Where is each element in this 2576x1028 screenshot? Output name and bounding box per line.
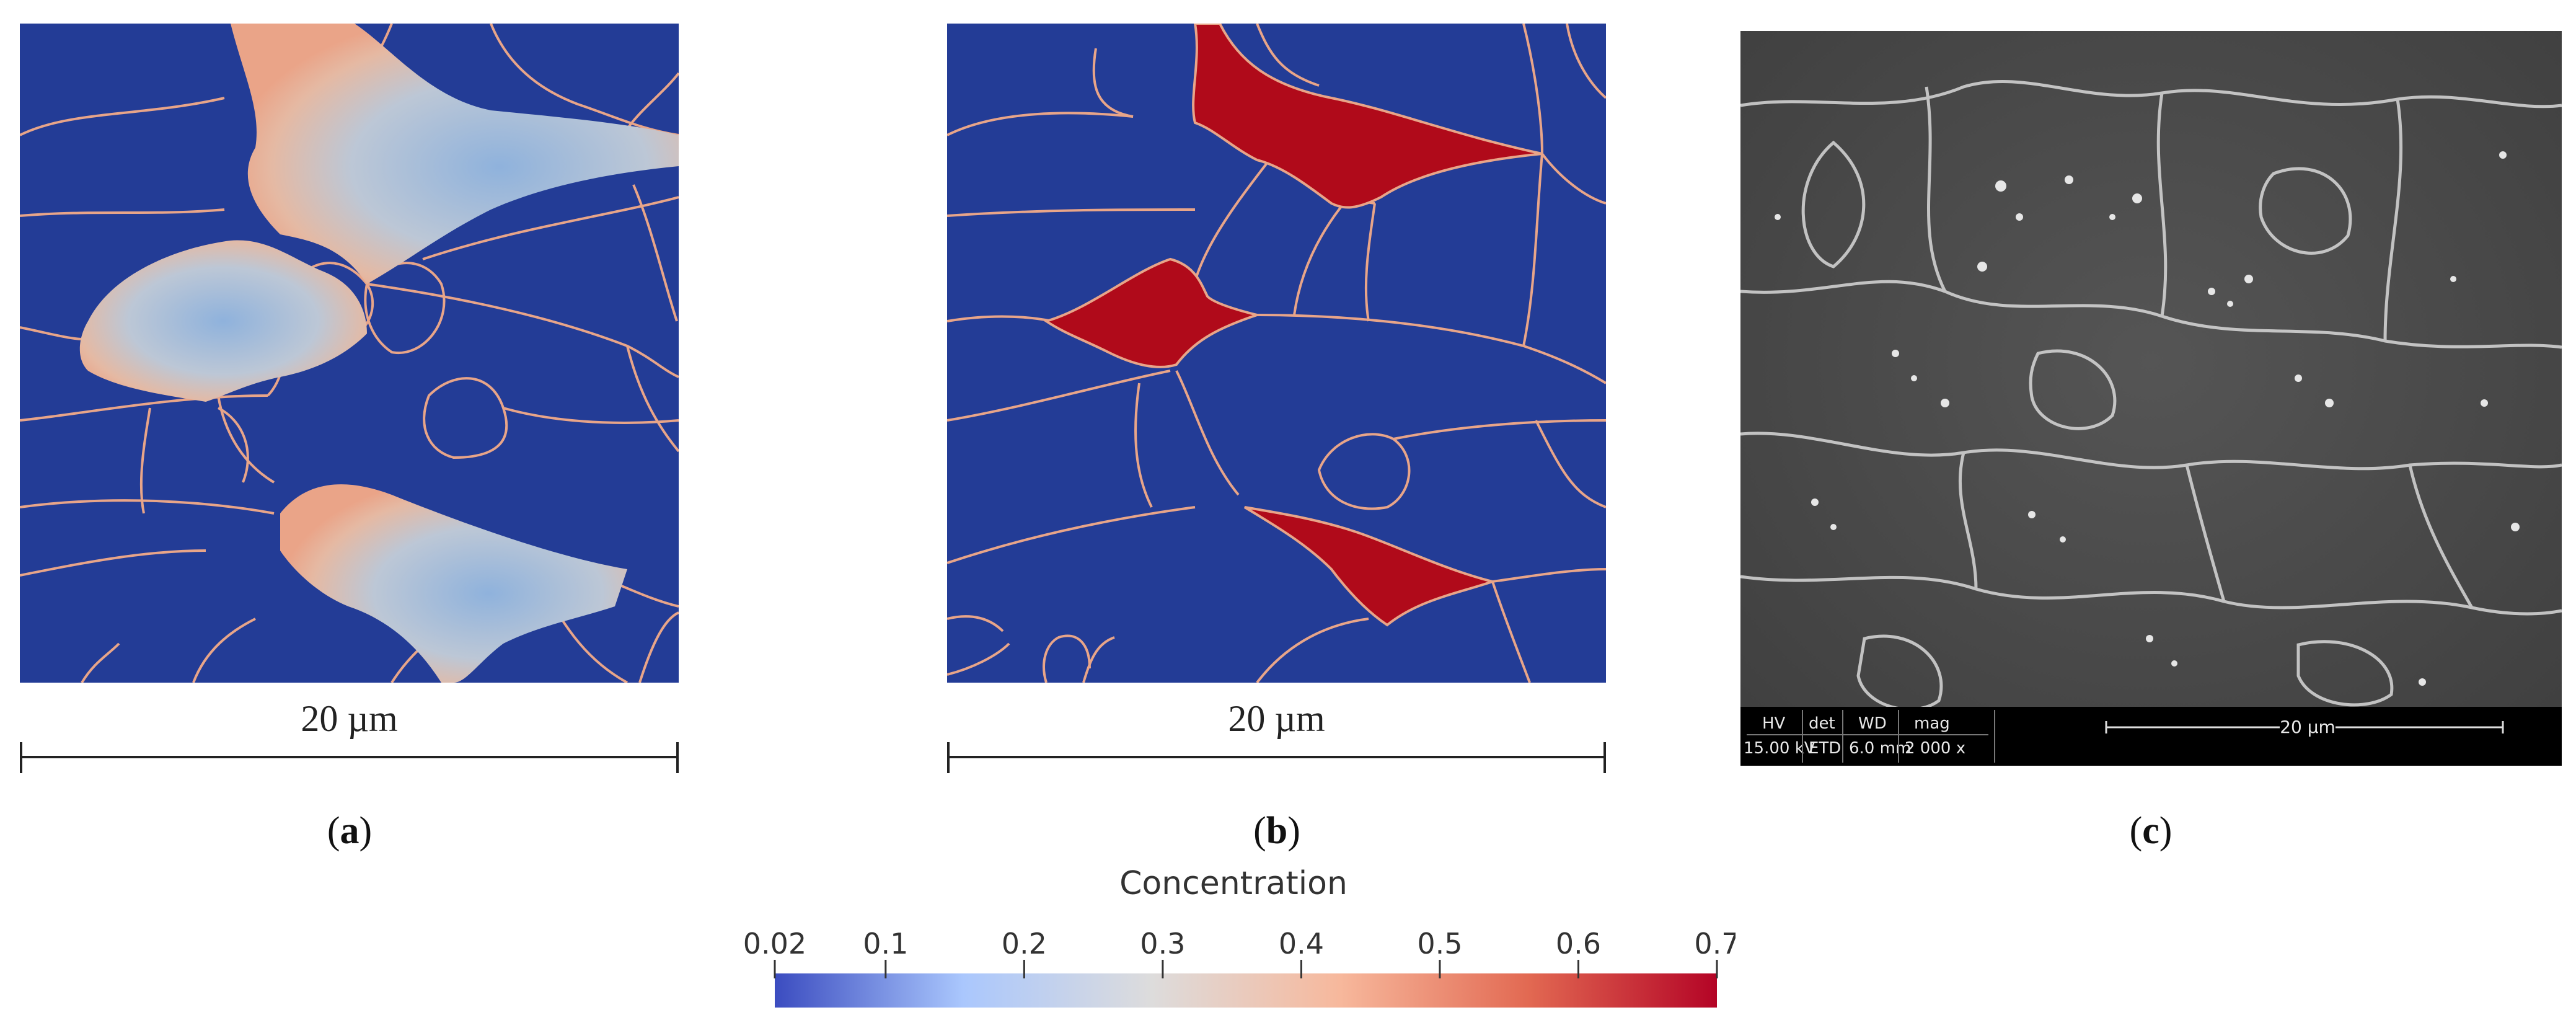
sem-value-wd: 6.0 mm xyxy=(1849,739,1911,758)
colorbar-tick-label: 0.2 xyxy=(1002,927,1047,960)
sem-header-wd: WD xyxy=(1858,714,1887,733)
sem-info-columns: HV det WD mag 15.00 kV ETD 6.0 mm 2 000 … xyxy=(1744,710,2504,763)
colorbar-tick-label: 0.02 xyxy=(743,927,806,960)
microstructure-map-a xyxy=(19,23,680,684)
grain-boundaries-b xyxy=(946,23,1607,684)
panel-label-c: (c) xyxy=(2129,810,2172,852)
colorbar-graphic: 0.02 0.1 0.2 0.3 0.4 0.5 0.6 0.7 xyxy=(743,927,1740,1008)
colorbar-title: Concentration xyxy=(1119,865,1348,902)
red-phase-bottom xyxy=(1243,506,1498,627)
red-phase-mid xyxy=(1043,257,1262,368)
colorbar-ticks: 0.02 0.1 0.2 0.3 0.4 0.5 0.6 0.7 xyxy=(743,927,1740,978)
sem-header-hv: HV xyxy=(1762,714,1786,733)
sem-value-det: ETD xyxy=(1809,739,1841,758)
colorbar-tick-label: 0.3 xyxy=(1140,927,1185,960)
colorbar-tick-label: 0.1 xyxy=(863,927,908,960)
sem-micrograph-panel-c: HV det WD mag 15.00 kV ETD 6.0 mm 2 000 … xyxy=(1740,31,2562,766)
colorbar-tick-label: 0.5 xyxy=(1417,927,1462,960)
sem-image: HV det WD mag 15.00 kV ETD 6.0 mm 2 000 … xyxy=(1740,31,2562,766)
colorbar-tick-label: 0.4 xyxy=(1279,927,1324,960)
simulation-panel-a xyxy=(19,23,680,684)
panel-label-b: (b) xyxy=(1253,810,1300,852)
simulation-panel-b xyxy=(946,22,1607,684)
sem-precipitates xyxy=(1775,151,2520,686)
blob-top-a xyxy=(231,24,679,284)
blob-mid-a xyxy=(79,240,367,402)
microstructure-map-b xyxy=(946,22,1607,684)
sem-header-mag: mag xyxy=(1914,714,1950,733)
sem-info-bar xyxy=(1740,707,2562,766)
sem-value-mag: 2 000 x xyxy=(1905,739,1965,758)
scale-bar-b: 20 µm xyxy=(947,698,1606,791)
blob-bottom-a xyxy=(280,484,627,683)
sem-background xyxy=(1740,31,2562,766)
red-phase-top xyxy=(1192,22,1543,209)
scale-bar-a: 20 µm xyxy=(20,698,679,791)
sem-value-hv: 15.00 kV xyxy=(1744,739,1815,758)
concentration-colorbar: Concentration 0.02 0.1 0.2 0.3 0.4 0.5 0.6 0.7 xyxy=(731,865,1740,1020)
sem-grain-edges xyxy=(1740,79,2562,711)
scale-bar-label-a: 20 µm xyxy=(301,698,398,739)
panel-label-a: (a) xyxy=(327,810,373,852)
colorbar-gradient xyxy=(775,973,1717,1008)
sem-header-det: det xyxy=(1809,714,1835,733)
scale-bar-label-b: 20 µm xyxy=(1228,698,1325,739)
colorbar-tick-label: 0.6 xyxy=(1556,927,1601,960)
colorbar-tick-label: 0.7 xyxy=(1694,927,1736,960)
sem-scale-label: 20 µm xyxy=(2280,717,2336,737)
